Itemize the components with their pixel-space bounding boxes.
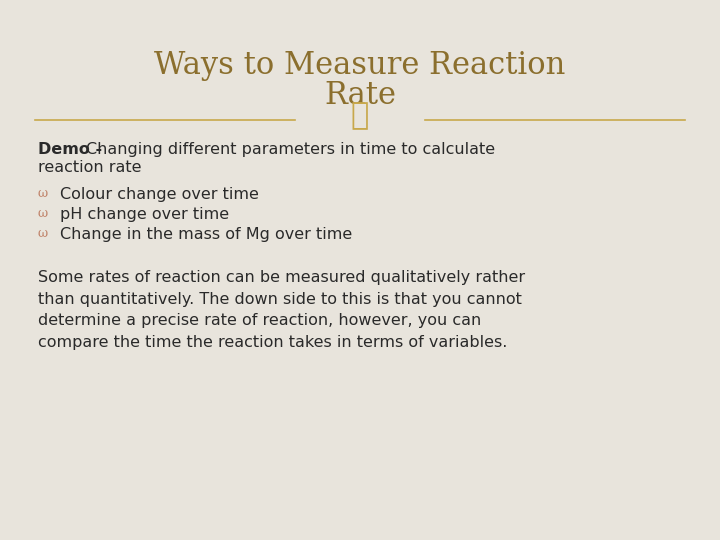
Text: ω: ω — [38, 187, 48, 200]
Text: 𝒷: 𝒷 — [351, 100, 369, 132]
Text: pH change over time: pH change over time — [60, 207, 229, 222]
Text: Changing different parameters in time to calculate: Changing different parameters in time to… — [86, 142, 495, 157]
Text: Some rates of reaction can be measured qualitatively rather
than quantitatively.: Some rates of reaction can be measured q… — [38, 270, 525, 350]
Text: Rate: Rate — [324, 80, 396, 111]
Text: ω: ω — [38, 227, 48, 240]
Text: Ways to Measure Reaction: Ways to Measure Reaction — [154, 50, 566, 81]
Text: Colour change over time: Colour change over time — [60, 187, 259, 202]
Text: Demo -: Demo - — [38, 142, 108, 157]
Text: ω: ω — [38, 207, 48, 220]
Text: Change in the mass of Mg over time: Change in the mass of Mg over time — [60, 227, 352, 242]
Text: reaction rate: reaction rate — [38, 160, 142, 175]
